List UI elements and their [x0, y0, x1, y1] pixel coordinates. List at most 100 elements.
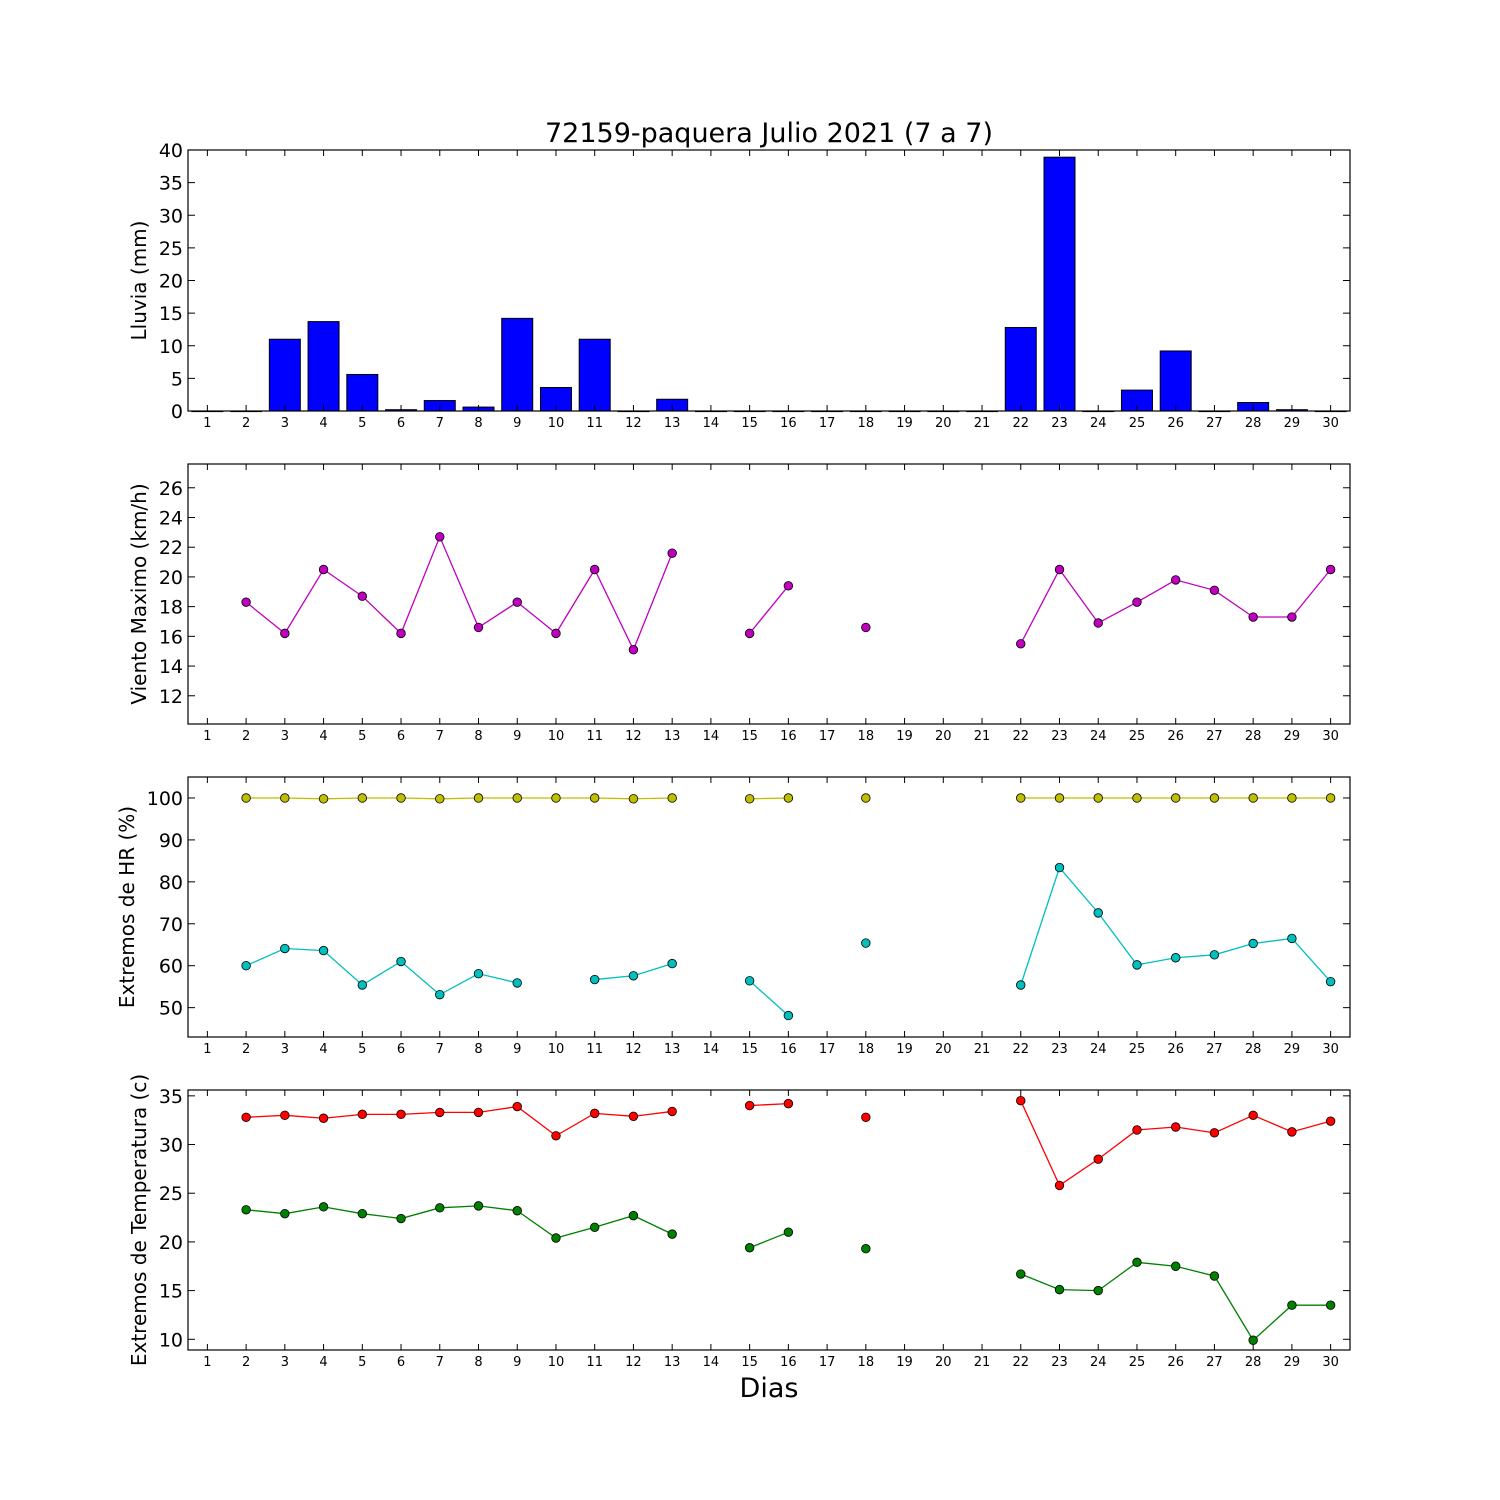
data-point: [357, 1109, 368, 1120]
x-tick-label: 30: [1322, 416, 1339, 431]
data-point: [551, 1131, 561, 1141]
data-point: [396, 793, 406, 803]
data-point: [861, 1244, 871, 1254]
data-point: [783, 1227, 794, 1237]
x-tick-label: 20: [935, 729, 952, 744]
data-point: [1287, 933, 1297, 944]
x-tick-label: 8: [474, 1042, 482, 1057]
x-tick-label: 11: [586, 729, 603, 744]
y-tick-label: 30: [159, 1135, 183, 1157]
x-tick-label: 18: [858, 1355, 875, 1370]
data-point: [1016, 1269, 1026, 1279]
x-tick-label: 14: [703, 1042, 720, 1057]
axes-frame: [187, 463, 1351, 725]
data-point: [318, 564, 329, 575]
x-tick-label: 5: [358, 729, 366, 744]
data-point: [396, 628, 406, 639]
x-tick-label: 19: [896, 416, 913, 431]
x-tick-label: 24: [1090, 729, 1107, 744]
x-tick-label: 9: [513, 1042, 521, 1057]
data-point: [1287, 1127, 1297, 1137]
x-tick-label: 12: [625, 729, 642, 744]
x-tick-label: 9: [513, 416, 521, 431]
x-tick-label: 2: [242, 416, 250, 431]
data-point: [357, 980, 368, 990]
y-tick-label: 22: [159, 537, 183, 559]
data-point: [1170, 793, 1181, 803]
data-point: [241, 961, 251, 971]
x-tick-label: 1: [203, 1355, 211, 1370]
data-point: [241, 597, 251, 607]
data-point: [318, 1113, 329, 1123]
x-tick-label: 15: [741, 729, 758, 744]
data-point: [628, 794, 639, 804]
data-point: [861, 938, 871, 948]
x-tick-label: 22: [1012, 416, 1029, 431]
data-point: [590, 1108, 600, 1119]
x-tick-label: 12: [625, 1355, 642, 1370]
x-tick-label: 29: [1284, 416, 1301, 431]
y-tick-label: 10: [159, 336, 183, 358]
axes-frame: [187, 776, 1351, 1038]
data-point: [1054, 564, 1065, 575]
x-tick-label: 9: [513, 1355, 521, 1370]
y-tick-label: 16: [159, 626, 183, 648]
y-tick-label: 50: [159, 998, 183, 1020]
x-tick-label: 2: [242, 729, 250, 744]
x-tick-label: 6: [397, 1355, 405, 1370]
data-point: [1287, 612, 1297, 622]
y-tick-label: 35: [159, 1086, 183, 1108]
x-tick-label: 24: [1090, 416, 1107, 431]
x-tick-label: 22: [1012, 1355, 1029, 1370]
bar: [1043, 156, 1076, 412]
data-point: [628, 645, 639, 655]
x-tick-label: 6: [397, 416, 405, 431]
y-tick-label: 60: [159, 956, 183, 978]
data-point: [861, 1112, 871, 1122]
data-point: [783, 1098, 794, 1109]
series-line: [246, 1205, 673, 1239]
data-point: [1170, 1122, 1181, 1132]
data-point: [1132, 1257, 1142, 1268]
x-tick-label: 20: [935, 1042, 952, 1057]
x-tick-label: 17: [819, 416, 836, 431]
data-point: [473, 968, 484, 979]
y-tick-label: 40: [159, 140, 183, 162]
x-tick-label: 16: [780, 1355, 797, 1370]
x-tick-label: 5: [358, 416, 366, 431]
x-tick-label: 15: [741, 1355, 758, 1370]
x-tick-label: 30: [1322, 1042, 1339, 1057]
data-point: [590, 793, 600, 803]
data-point: [512, 1206, 522, 1216]
x-tick-label: 25: [1129, 1042, 1146, 1057]
x-tick-label: 6: [397, 729, 405, 744]
x-tick-label: 3: [281, 416, 289, 431]
data-point: [280, 1208, 290, 1219]
data-point: [1132, 960, 1142, 970]
x-tick-label: 16: [780, 729, 797, 744]
x-tick-label: 4: [319, 1042, 327, 1057]
x-tick-label: 15: [741, 416, 758, 431]
y-axis-label: Extremos de HR (%): [115, 806, 139, 1008]
data-point: [1209, 1271, 1220, 1281]
series-1: [241, 1096, 1336, 1191]
x-tick-label: 8: [474, 729, 482, 744]
x-tick-label: 11: [586, 1042, 603, 1057]
data-point: [1093, 1285, 1103, 1296]
x-tick-label: 17: [819, 729, 836, 744]
data-point: [590, 564, 600, 575]
data-point: [1054, 1180, 1065, 1191]
data-point: [318, 1202, 329, 1212]
series-line: [1020, 1261, 1331, 1342]
data-point: [667, 548, 677, 558]
x-tick-label: 12: [625, 416, 642, 431]
data-point: [280, 793, 290, 803]
x-tick-label: 25: [1129, 1355, 1146, 1370]
x-tick-label: 10: [548, 1355, 565, 1370]
data-point: [1248, 612, 1258, 622]
y-tick-label: 20: [159, 567, 183, 589]
data-point: [280, 943, 290, 954]
data-point: [783, 581, 794, 591]
y-tick-label: 10: [159, 1329, 183, 1351]
